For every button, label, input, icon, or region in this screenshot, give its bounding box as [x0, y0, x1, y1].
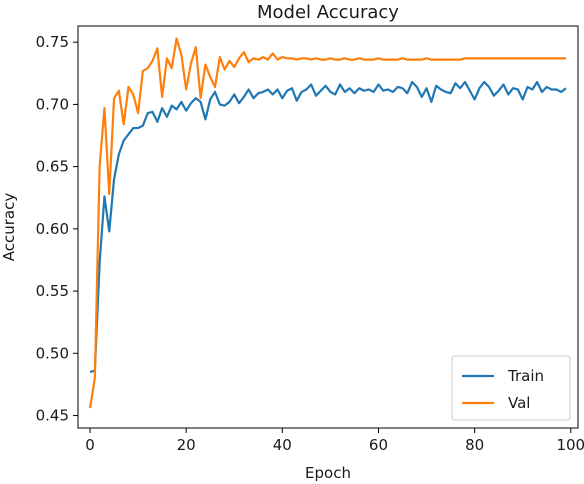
y-tick-label: 0.65 — [36, 158, 69, 176]
plot-frame — [77, 25, 579, 429]
legend-label-val: Val — [508, 394, 530, 412]
x-tick-label: 0 — [85, 436, 95, 454]
legend-label-train: Train — [507, 367, 544, 385]
x-axis-label: Epoch — [305, 464, 351, 482]
x-tick-label: 20 — [177, 436, 196, 454]
legend: Train Val — [451, 355, 571, 421]
y-tick-label: 0.75 — [36, 33, 69, 51]
y-tick-label: 0.70 — [36, 95, 69, 113]
x-tick-label: 80 — [465, 436, 484, 454]
x-tick-label: 100 — [556, 436, 584, 454]
y-tick-label: 0.45 — [36, 407, 69, 425]
x-tick-label: 40 — [273, 436, 292, 454]
y-axis-label: Accuracy — [0, 193, 18, 262]
chart-title: Model Accuracy — [257, 2, 399, 23]
series-line-train — [89, 80, 567, 374]
y-tick-label: 0.50 — [36, 344, 69, 362]
y-tick-label: 0.55 — [36, 282, 69, 300]
y-tick-label: 0.60 — [36, 220, 69, 238]
series-layer — [88, 37, 567, 409]
ticks-layer: 0 20 40 60 80 100 0.45 0.50 0.55 0.60 0.65 0.70 0.75 — [36, 33, 584, 454]
series-line-val — [88, 37, 566, 409]
x-tick-label: 60 — [369, 436, 388, 454]
